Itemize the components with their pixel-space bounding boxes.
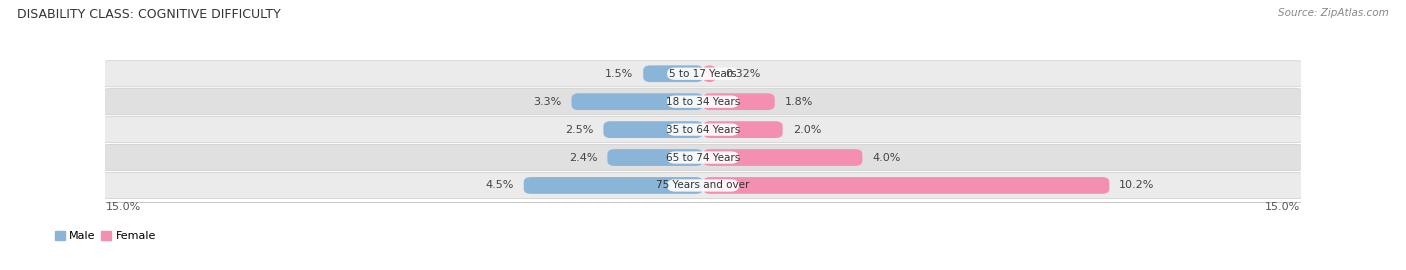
FancyBboxPatch shape <box>703 177 1109 194</box>
Text: 2.5%: 2.5% <box>565 124 593 135</box>
Legend: Male, Female: Male, Female <box>51 226 160 245</box>
FancyBboxPatch shape <box>94 144 1313 171</box>
Text: 18 to 34 Years: 18 to 34 Years <box>666 97 740 107</box>
FancyBboxPatch shape <box>94 89 1313 115</box>
Text: 2.4%: 2.4% <box>569 153 598 163</box>
Text: 65 to 74 Years: 65 to 74 Years <box>666 153 740 163</box>
FancyBboxPatch shape <box>94 116 1313 143</box>
FancyBboxPatch shape <box>607 149 703 166</box>
Text: 15.0%: 15.0% <box>1265 202 1301 212</box>
Text: 0.32%: 0.32% <box>725 69 761 79</box>
FancyBboxPatch shape <box>571 93 703 110</box>
Text: 4.5%: 4.5% <box>485 180 513 190</box>
FancyBboxPatch shape <box>603 121 703 138</box>
FancyBboxPatch shape <box>668 123 740 136</box>
FancyBboxPatch shape <box>524 177 703 194</box>
Text: 1.8%: 1.8% <box>785 97 813 107</box>
Text: 4.0%: 4.0% <box>872 153 901 163</box>
FancyBboxPatch shape <box>703 121 783 138</box>
FancyBboxPatch shape <box>703 93 775 110</box>
FancyBboxPatch shape <box>94 60 1313 87</box>
FancyBboxPatch shape <box>668 179 740 192</box>
FancyBboxPatch shape <box>668 68 740 80</box>
Text: DISABILITY CLASS: COGNITIVE DIFFICULTY: DISABILITY CLASS: COGNITIVE DIFFICULTY <box>17 8 281 21</box>
Text: 1.5%: 1.5% <box>605 69 633 79</box>
FancyBboxPatch shape <box>703 149 862 166</box>
Text: 75 Years and over: 75 Years and over <box>657 180 749 190</box>
FancyBboxPatch shape <box>94 172 1313 199</box>
Text: 3.3%: 3.3% <box>533 97 561 107</box>
Text: 15.0%: 15.0% <box>105 202 141 212</box>
FancyBboxPatch shape <box>668 96 740 108</box>
Text: Source: ZipAtlas.com: Source: ZipAtlas.com <box>1278 8 1389 18</box>
Text: 10.2%: 10.2% <box>1119 180 1154 190</box>
Text: 5 to 17 Years: 5 to 17 Years <box>669 69 737 79</box>
FancyBboxPatch shape <box>668 151 740 164</box>
Text: 35 to 64 Years: 35 to 64 Years <box>666 124 740 135</box>
FancyBboxPatch shape <box>644 65 703 82</box>
Text: 2.0%: 2.0% <box>793 124 821 135</box>
FancyBboxPatch shape <box>703 65 716 82</box>
